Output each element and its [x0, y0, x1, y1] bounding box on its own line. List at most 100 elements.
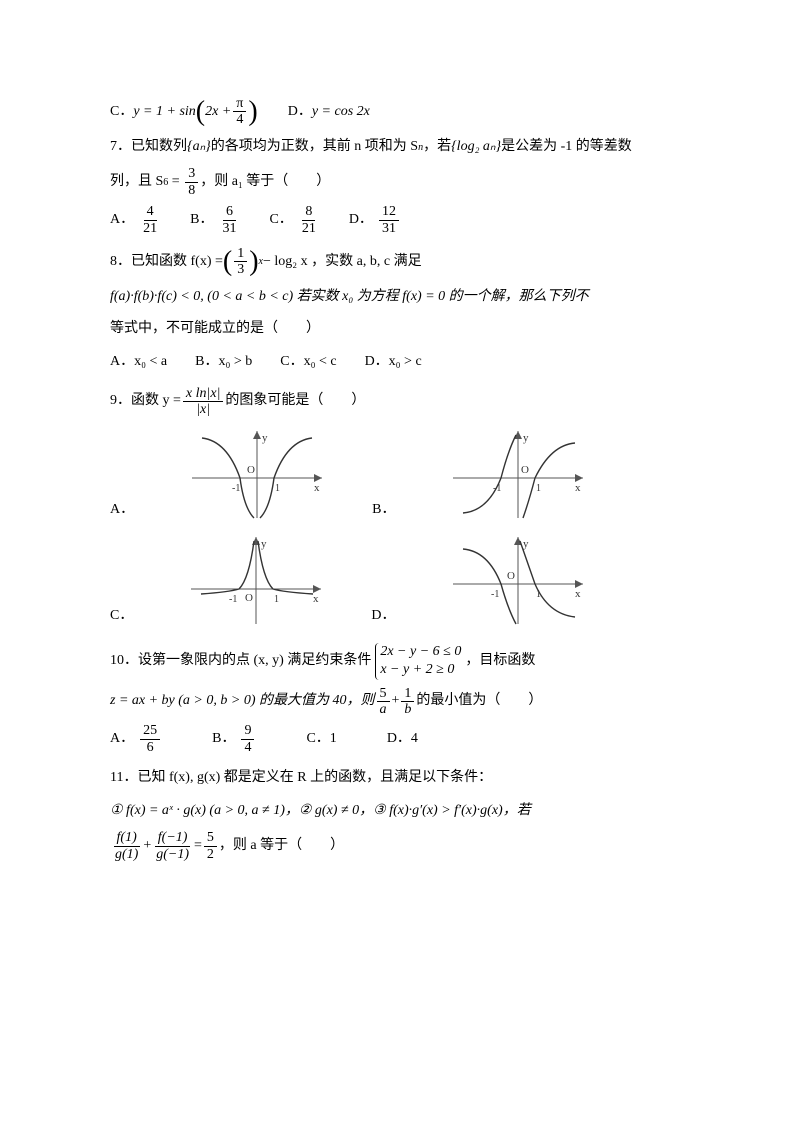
- n: 1: [234, 246, 247, 262]
- svg-text:-1: -1: [229, 594, 237, 605]
- q9-D-label: D．: [371, 603, 395, 630]
- svg-text:-1: -1: [232, 483, 240, 494]
- n: 5: [377, 686, 390, 702]
- eq: =: [168, 169, 183, 196]
- n: x ln|x|: [183, 386, 224, 402]
- text: 的各项均为正数，其前 n 项和为 S: [211, 134, 418, 161]
- svg-text:x: x: [314, 482, 320, 494]
- svg-text:y: y: [261, 538, 267, 550]
- text: 9．函数 y =: [110, 388, 181, 415]
- label: B．: [212, 726, 235, 753]
- q6-options: C． y = 1 + sin ( 2x + π 4 ) D． y = cos 2…: [110, 96, 700, 128]
- seq: {aₙ}: [187, 134, 211, 161]
- n: 9: [241, 723, 254, 739]
- q6-C-inside: 2x +: [205, 99, 231, 126]
- plus: +: [392, 688, 400, 715]
- text: ，若: [423, 134, 451, 161]
- n: 12: [379, 204, 399, 220]
- q10-A: A． 256: [110, 723, 162, 755]
- q9-graph-C: y x O -1 1: [181, 529, 331, 629]
- q9-stem: 9．函数 y = x ln|x| |x| 的图象可能是（ ）: [110, 386, 700, 418]
- q8-D: D．x₀ > c: [365, 349, 422, 376]
- svg-text:O: O: [521, 464, 529, 476]
- text: 是公差为 -1 的等差数: [501, 134, 632, 161]
- q9-graph-A: y x O -1 1: [182, 423, 332, 523]
- text: ① f(x) = aˣ · g(x) (a > 0, a ≠ 1)，② g(x)…: [110, 798, 531, 825]
- svg-text:1: 1: [274, 594, 279, 605]
- svg-text:O: O: [507, 570, 515, 582]
- svg-text:x: x: [575, 588, 581, 600]
- text: 11．已知 f(x), g(x) 都是定义在 R 上的函数，且满足以下条件：: [110, 765, 492, 792]
- q6-C-pre: y = 1 + sin: [133, 99, 195, 126]
- q8-B: B．x₀ > b: [195, 349, 252, 376]
- text: 的最小值为（ ）: [416, 688, 542, 715]
- q8-C: C．x₀ < c: [280, 349, 336, 376]
- d: 21: [140, 221, 160, 236]
- q10-D: D．4: [387, 726, 418, 753]
- text: 等式中，不可能成立的是（ ）: [110, 316, 320, 343]
- svg-text:1: 1: [275, 483, 280, 494]
- d: g(1): [112, 847, 141, 862]
- eq: =: [194, 833, 202, 860]
- d: b: [401, 702, 414, 717]
- frac-den: 4: [233, 112, 246, 127]
- text: − log₂ x ，实数 a, b, c 满足: [263, 249, 422, 276]
- frac-den: 8: [185, 183, 198, 198]
- q6-C-frac: π 4: [233, 96, 246, 128]
- q7-options: A． 421 B． 631 C． 821 D． 1231: [110, 204, 700, 236]
- label: B．: [190, 207, 213, 234]
- svg-text:O: O: [245, 592, 253, 604]
- svg-text:x: x: [575, 482, 581, 494]
- frac: 3 8: [185, 166, 198, 198]
- d: 31: [379, 221, 399, 236]
- q11-eq: f(1)g(1) + f(−1)g(−1) = 52 ，则 a 等于（ ）: [110, 830, 700, 862]
- q7-B: B． 631: [190, 204, 241, 236]
- q11-conds: ① f(x) = aˣ · g(x) (a > 0, a ≠ 1)，② g(x)…: [110, 798, 700, 825]
- d: 6: [144, 740, 157, 755]
- q6-D-expr: y = cos 2x: [312, 99, 370, 126]
- text: 7．已知数列: [110, 134, 187, 161]
- q7-D: D． 1231: [349, 204, 401, 236]
- q10-line1: 10．设第一象限内的点 (x, y) 满足约束条件 2x − y − 6 ≤ 0…: [110, 643, 700, 679]
- q8-line1: 8．已知函数 f(x) = ( 13 ) x − log₂ x ，实数 a, b…: [110, 246, 700, 278]
- q6-D-label: D．: [288, 99, 312, 126]
- text: z = ax + by (a > 0, b > 0) 的最大值为 40，则: [110, 688, 375, 715]
- q9-A-label: A．: [110, 497, 134, 524]
- c2: x − y + 2 ≥ 0: [380, 661, 461, 679]
- q9-row2: C． y x O -1 1 D． y x O -1 1: [110, 529, 700, 629]
- d: 2: [204, 847, 217, 862]
- svg-text:y: y: [523, 432, 529, 444]
- d: g(−1): [153, 847, 192, 862]
- n: 4: [144, 204, 157, 220]
- q10-B: B． 94: [212, 723, 256, 755]
- svg-text:-1: -1: [491, 589, 499, 600]
- logseq: {log₂ aₙ}: [451, 134, 501, 161]
- q8-line2: f(a)·f(b)·f(c) < 0, (0 < a < b < c) 若实数 …: [110, 284, 700, 311]
- svg-text:y: y: [523, 538, 529, 550]
- d: 4: [241, 740, 254, 755]
- q10-line2: z = ax + by (a > 0, b > 0) 的最大值为 40，则 5a…: [110, 686, 700, 718]
- svg-text:x: x: [313, 593, 319, 605]
- q10-options: A． 256 B． 94 C．1 D．4: [110, 723, 700, 755]
- q10-C: C．1: [306, 726, 336, 753]
- text: ，目标函数: [465, 648, 535, 675]
- q11-stem: 11．已知 f(x), g(x) 都是定义在 R 上的函数，且满足以下条件：: [110, 765, 700, 792]
- c1: 2x − y − 6 ≤ 0: [380, 643, 461, 661]
- brace: 2x − y − 6 ≤ 0 x − y + 2 ≥ 0: [375, 643, 461, 679]
- text: 列，且 S: [110, 169, 163, 196]
- q9-graph-B: y x O -1 1: [443, 423, 593, 523]
- d: 3: [234, 262, 247, 277]
- q7-line2: 列，且 S 6 = 3 8 ，则 a₁ 等于（ ）: [110, 166, 700, 198]
- text: 8．已知函数 f(x) =: [110, 249, 223, 276]
- n: 5: [204, 830, 217, 846]
- label: A．: [110, 726, 134, 753]
- svg-text:y: y: [262, 432, 268, 444]
- frac-num: π: [233, 96, 246, 112]
- svg-text:1: 1: [536, 483, 541, 494]
- label: D．: [349, 207, 373, 234]
- d: |x|: [193, 402, 213, 417]
- q7-line1: 7．已知数列 {aₙ} 的各项均为正数，其前 n 项和为 S n ，若 {log…: [110, 134, 700, 161]
- frac-num: 3: [185, 166, 198, 182]
- n: 1: [401, 686, 414, 702]
- text: ，则 a₁ 等于（ ）: [200, 169, 330, 196]
